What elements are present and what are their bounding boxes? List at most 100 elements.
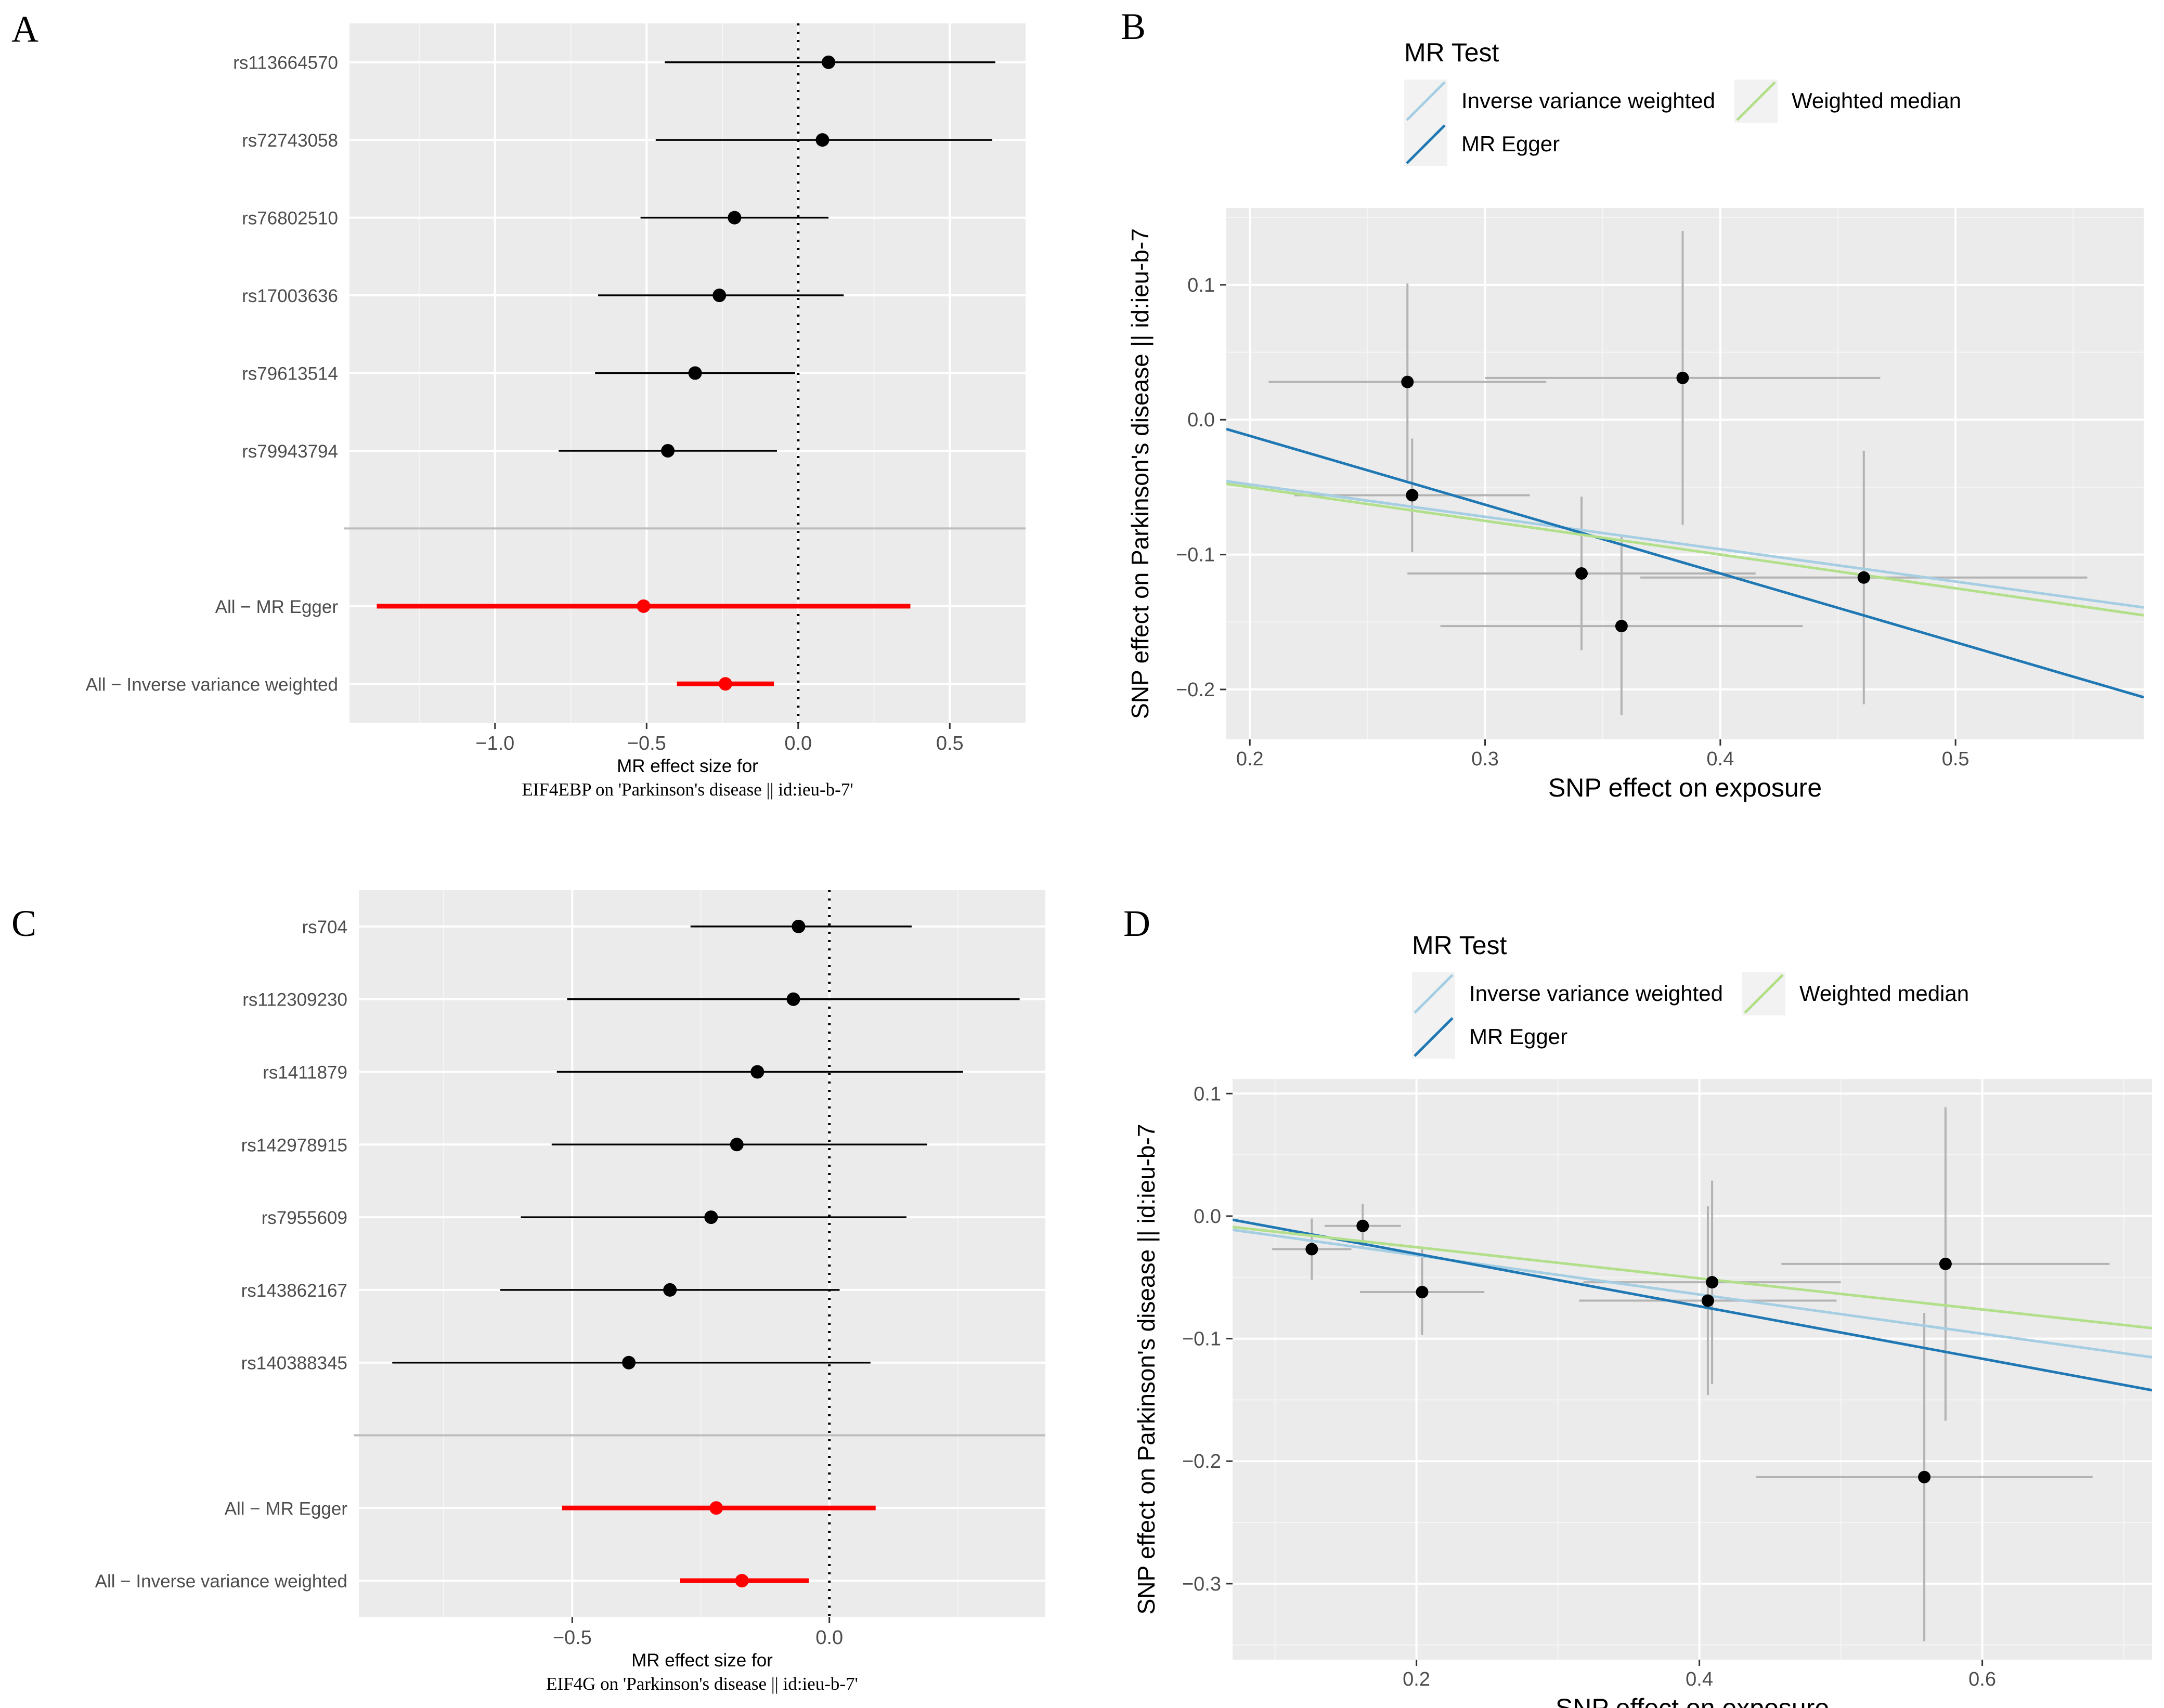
snp-point <box>688 366 702 380</box>
row-label: rs113664570 <box>233 53 338 73</box>
legend-title: MR Test <box>1412 931 1507 960</box>
x-axis-label: MR effect size for <box>631 1650 773 1671</box>
row-label: rs112309230 <box>242 990 347 1010</box>
y-tick-label: 0.1 <box>1187 275 1215 296</box>
legend-item-label: Inverse variance weighted <box>1461 88 1715 113</box>
snp-point <box>663 1283 677 1297</box>
regression-line <box>1233 1218 2152 1392</box>
y-tick-label: −0.2 <box>1182 1451 1221 1472</box>
x-tick-label: 0.5 <box>936 733 964 754</box>
plot-area <box>1233 1107 2152 1641</box>
x-axis-label-detail: EIF4EBP on 'Parkinson's disease || id:ie… <box>522 779 853 800</box>
summary-point <box>735 1574 749 1588</box>
snp-point <box>1401 375 1414 388</box>
scatter-plot-b: MR Test Inverse variance weighted MR Egger… <box>1126 38 2144 802</box>
legend-key-line <box>1414 974 1454 1014</box>
panel-label-b: B <box>1121 6 1146 47</box>
snp-point <box>1305 1243 1318 1256</box>
legend-item-label: Weighted median <box>1792 88 1961 113</box>
snp-point <box>1575 567 1588 580</box>
snp-point <box>792 919 806 933</box>
legend-item-label: Weighted median <box>1799 981 1969 1006</box>
x-tick-label: 0.2 <box>1403 1668 1430 1690</box>
x-axis-label: SNP effect on exposure <box>1556 1693 1829 1708</box>
row-label: All − Inverse variance weighted <box>95 1571 347 1592</box>
snp-point <box>1416 1286 1429 1299</box>
row-label: All − MR Egger <box>225 1498 348 1519</box>
forest-plot-c: rs704 rs112309230 rs1411879 rs142978915 rs79… <box>95 890 1045 1694</box>
y-tick-label: −0.1 <box>1176 544 1215 566</box>
snp-point <box>1918 1470 1931 1483</box>
regression-line <box>1233 1228 2152 1359</box>
snp-point <box>1406 489 1419 502</box>
legend-key-line <box>1406 81 1446 121</box>
y-tick-label: 0.0 <box>1194 1206 1221 1228</box>
row-label: rs17003636 <box>242 286 338 306</box>
legend-key-line <box>1414 1017 1454 1057</box>
x-tick-label: 0.6 <box>1968 1668 1996 1690</box>
forest-plot-a: rs113664570 rs72743058 rs76802510 rs1700363… <box>86 23 1026 800</box>
legend-key-line <box>1736 81 1776 121</box>
summary-point <box>709 1501 723 1515</box>
x-tick-label: 0.0 <box>784 733 812 754</box>
legend-key-line <box>1406 124 1446 164</box>
snp-point <box>822 55 836 69</box>
y-tick-label: −0.2 <box>1176 679 1215 701</box>
summary-point <box>637 599 651 613</box>
x-tick-label: 0.0 <box>815 1627 843 1649</box>
y-tick-label: 0.0 <box>1187 409 1215 431</box>
legend-title: MR Test <box>1404 38 1499 67</box>
row-label: rs72743058 <box>242 131 338 151</box>
row-label: rs79613514 <box>242 364 338 384</box>
regression-line <box>1226 427 2144 699</box>
legend-item-label: MR Egger <box>1461 132 1560 156</box>
x-tick-label: −1.0 <box>475 733 514 754</box>
plot-background <box>1226 208 2144 739</box>
snp-point <box>1706 1276 1719 1289</box>
snp-point <box>750 1065 764 1079</box>
legend-item-label: MR Egger <box>1469 1024 1567 1049</box>
x-tick-label: −0.5 <box>553 1627 592 1649</box>
row-label: rs1411879 <box>263 1063 347 1083</box>
row-label: rs704 <box>302 917 347 937</box>
summary-point <box>718 677 732 691</box>
snp-point <box>704 1210 718 1224</box>
x-tick-label: −0.5 <box>627 733 666 754</box>
x-axis-label: SNP effect on exposure <box>1548 773 1822 802</box>
y-tick-label: 0.1 <box>1194 1083 1221 1105</box>
legend-key-line <box>1744 974 1784 1014</box>
plot-background <box>359 890 1045 1617</box>
snp-point <box>1857 571 1870 584</box>
x-axis-label: MR effect size for <box>617 756 758 776</box>
regression-line <box>1226 480 2144 609</box>
y-axis-label: SNP effect on Parkinson's disease || id:… <box>1126 228 1154 719</box>
regression-line <box>1226 482 2144 617</box>
x-tick-label: 0.4 <box>1686 1668 1713 1690</box>
snp-point <box>728 211 742 225</box>
x-tick-label: 0.2 <box>1236 748 1264 770</box>
y-axis-label: SNP effect on Parkinson's disease || id:… <box>1133 1124 1160 1615</box>
snp-point <box>1701 1294 1714 1307</box>
snp-point <box>815 133 830 147</box>
legend-item-label: Inverse variance weighted <box>1469 981 1723 1006</box>
x-axis-label-detail: EIF4G on 'Parkinson's disease || id:ieu-… <box>546 1674 858 1694</box>
panel-label-d: D <box>1123 903 1150 944</box>
row-label: rs143862167 <box>241 1281 347 1301</box>
row-label: rs142978915 <box>241 1135 347 1155</box>
row-label: All − MR Egger <box>215 597 339 617</box>
x-tick-label: 0.3 <box>1471 748 1499 770</box>
row-label: rs76802510 <box>242 208 338 229</box>
plot-background <box>1233 1079 2152 1660</box>
snp-point <box>1676 371 1689 384</box>
snp-point <box>712 289 727 303</box>
snp-point <box>1615 620 1628 633</box>
x-tick-label: 0.5 <box>1942 748 1969 770</box>
x-tick-label: 0.4 <box>1706 748 1734 770</box>
snp-point <box>786 992 800 1006</box>
snp-point <box>730 1138 744 1152</box>
snp-point <box>1939 1257 1952 1270</box>
row-label: rs7955609 <box>262 1208 347 1228</box>
y-tick-label: −0.1 <box>1182 1328 1221 1350</box>
panel-label-c: C <box>11 903 36 944</box>
